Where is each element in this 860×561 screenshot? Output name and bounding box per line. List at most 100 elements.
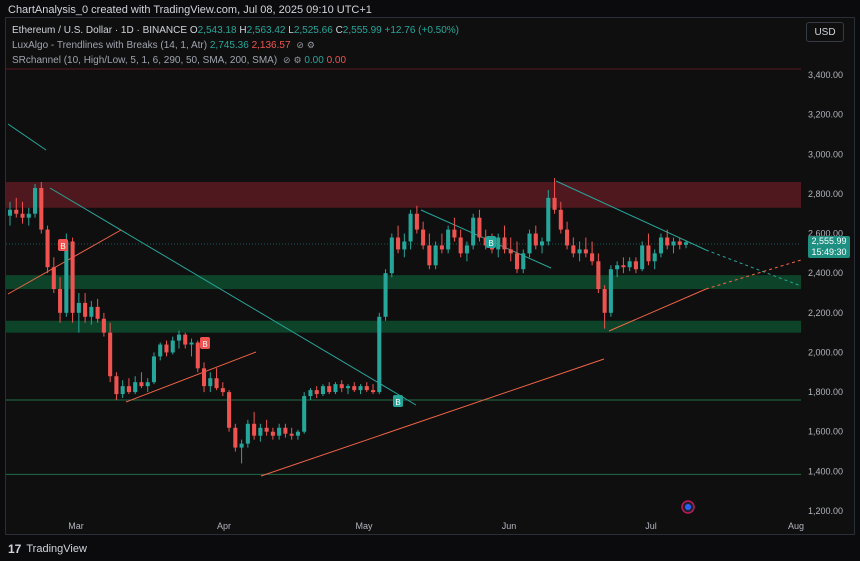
candle	[665, 229, 670, 250]
break-marker-4[interactable]: B	[486, 236, 496, 248]
candle	[627, 257, 632, 272]
candle	[427, 233, 432, 270]
candle	[270, 427, 275, 440]
candle	[314, 386, 319, 399]
candle	[577, 241, 582, 262]
open-value: 2,543.18	[197, 25, 237, 36]
candle	[433, 241, 438, 270]
y-tick-label: 2,400.00	[808, 268, 843, 278]
candle	[283, 423, 288, 438]
candle	[320, 384, 325, 397]
candle	[546, 189, 551, 246]
indicator-luxalgo-name: LuxAlgo - Trendlines with Breaks (14, 1,…	[12, 40, 208, 51]
candle	[533, 225, 538, 250]
candle	[45, 225, 50, 274]
candle	[327, 382, 332, 395]
hide-eye-icon[interactable]: ⊘	[282, 55, 291, 65]
candle	[389, 233, 394, 278]
close-value: 2,555.99	[342, 25, 382, 36]
candle	[214, 368, 219, 391]
candle	[33, 184, 38, 218]
candle	[58, 277, 63, 323]
candle	[371, 384, 376, 395]
legend-indicator-luxalgo[interactable]: LuxAlgo - Trendlines with Breaks (14, 1,…	[12, 38, 459, 53]
candle	[540, 237, 545, 254]
candle	[176, 330, 182, 349]
candle	[114, 372, 119, 401]
y-tick-label: 1,400.00	[808, 466, 843, 476]
y-tick-label: 3,200.00	[808, 110, 843, 120]
legend-symbol-row[interactable]: Ethereum / U.S. Dollar · 1D · BINANCE O2…	[12, 24, 459, 38]
candle	[245, 419, 250, 448]
symbol-name: Ethereum / U.S. Dollar · 1D · BINANCE	[12, 25, 188, 36]
break-marker-1[interactable]: B	[58, 239, 68, 251]
y-tick-label: 1,600.00	[808, 427, 843, 437]
chart-legend: Ethereum / U.S. Dollar · 1D · BINANCE O2…	[12, 24, 459, 68]
y-tick-label: 1,800.00	[808, 387, 843, 397]
bar-countdown: 15:49:30	[811, 247, 847, 258]
candle	[640, 241, 645, 272]
indicator-srchannel-value-2: 0.00	[326, 55, 347, 66]
candle	[615, 261, 620, 278]
candle	[596, 253, 601, 293]
trendline-desc-4	[555, 180, 707, 251]
candle	[558, 201, 563, 234]
tradingview-logo[interactable]: 17 TradingView	[8, 542, 87, 556]
chart-pane[interactable]: Ethereum / U.S. Dollar · 1D · BINANCE O2…	[5, 17, 855, 535]
trendline-asc-3	[260, 358, 605, 477]
candle	[133, 376, 138, 395]
candle	[646, 233, 651, 266]
trendline-desc-1	[7, 123, 47, 151]
legend-indicator-srchannel[interactable]: SRchannel (10, High/Low, 5, 1, 6, 290, 5…	[12, 53, 459, 68]
hide-eye-icon[interactable]: ⊘	[296, 40, 304, 50]
candle	[220, 382, 225, 397]
candle	[76, 293, 81, 333]
settings-icon[interactable]: ⚙	[306, 40, 315, 50]
resistance-zone	[6, 182, 801, 208]
candle	[364, 382, 369, 393]
candle	[151, 352, 156, 385]
break-marker-2[interactable]: B	[200, 337, 210, 349]
candle	[277, 423, 282, 440]
price-chart[interactable]: B B B B 3,400.00 3,200.00 3,000.00 2,800.00…	[6, 18, 854, 534]
candle	[452, 217, 457, 242]
candle	[464, 241, 469, 262]
svg-text:B: B	[488, 239, 493, 248]
chart-caption: ChartAnalysis_0 created with TradingView…	[8, 4, 372, 16]
candle	[446, 225, 451, 254]
candle	[377, 312, 382, 395]
candle	[108, 322, 113, 383]
candle	[126, 378, 131, 395]
currency-button[interactable]: USD	[806, 22, 844, 42]
candle	[408, 209, 413, 250]
trendline-asc-4-ext	[705, 259, 802, 290]
break-marker-3[interactable]: B	[393, 395, 403, 407]
support-zone-2	[6, 320, 801, 333]
candle	[358, 384, 363, 395]
candle	[590, 241, 595, 266]
candle	[233, 423, 238, 452]
close-label: C	[335, 25, 343, 36]
settings-icon[interactable]: ⚙	[293, 55, 302, 65]
event-icon[interactable]	[681, 500, 695, 514]
candle	[633, 257, 638, 274]
candle	[414, 205, 419, 234]
candle	[508, 237, 513, 262]
svg-text:B: B	[60, 242, 65, 251]
y-tick-label: 2,600.00	[808, 229, 843, 239]
candle	[51, 257, 56, 293]
candle	[101, 312, 106, 337]
candle	[521, 249, 526, 274]
trendline-desc-2	[49, 187, 417, 406]
indicator-srchannel-value-1: 0.00	[304, 55, 324, 66]
candle	[208, 372, 213, 393]
indicator-luxalgo-value-1: 2,745.36	[209, 40, 249, 51]
candle	[471, 213, 476, 250]
candle	[477, 209, 482, 242]
candle	[70, 237, 75, 323]
candle	[289, 427, 294, 440]
candle	[158, 342, 163, 361]
candle	[677, 237, 682, 250]
last-price: 2,555.99	[811, 236, 847, 247]
candle	[202, 362, 207, 393]
